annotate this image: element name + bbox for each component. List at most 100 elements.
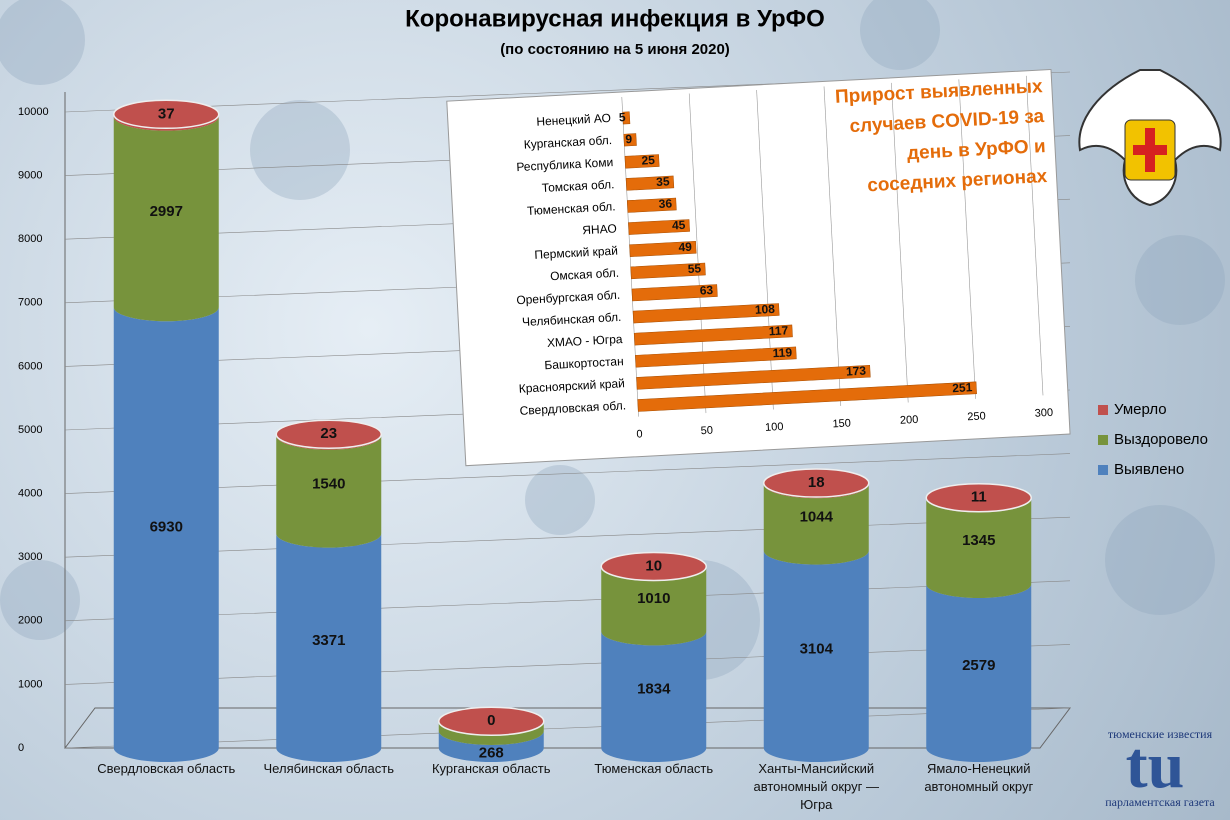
x-tick-label: 250 xyxy=(967,410,986,423)
bar-segment xyxy=(113,116,219,322)
bar-segment xyxy=(438,730,544,762)
data-label: 45 xyxy=(672,218,686,233)
y-tick-label: Омская обл. xyxy=(550,266,620,284)
bar-segment xyxy=(763,550,869,762)
x-tick-label: 100 xyxy=(765,421,784,434)
x-tick-label: 150 xyxy=(832,417,851,430)
brand-logo: tu xyxy=(1126,729,1185,802)
legend-label: Выздоровело xyxy=(1114,431,1208,448)
data-label: 35 xyxy=(656,174,670,189)
grid-line xyxy=(958,79,976,399)
bar xyxy=(626,197,677,213)
x-tick-label: 50 xyxy=(700,425,713,438)
data-label: 36 xyxy=(658,196,672,211)
y-tick-label: Томская обл. xyxy=(541,177,614,195)
legend-label: Выявлено xyxy=(1114,461,1184,478)
brand-bottom: парламентская газета xyxy=(1105,795,1215,809)
data-label: 119 xyxy=(772,345,792,360)
legend-swatch xyxy=(1098,465,1108,475)
bar xyxy=(631,284,718,302)
data-label: 1345 xyxy=(962,532,995,549)
y-tick-label: 8000 xyxy=(18,233,42,245)
bar-cap xyxy=(763,468,870,498)
title: Коронавирусная инфекция в УрФО xyxy=(405,5,825,32)
y-tick-label: 6000 xyxy=(18,360,42,372)
x-tick-label: 0 xyxy=(636,428,643,440)
bar-segment xyxy=(113,307,219,762)
x-tick-label: 200 xyxy=(900,414,919,427)
y-tick-label: Оренбургская обл. xyxy=(516,288,621,307)
y-tick-label: Челябинская обл. xyxy=(522,310,622,329)
bar xyxy=(637,381,977,412)
data-label: 63 xyxy=(699,283,713,298)
data-label: 251 xyxy=(952,380,973,395)
y-tick-label: 2000 xyxy=(18,615,42,627)
bar xyxy=(624,154,660,169)
bar xyxy=(636,364,871,390)
x-tick-label: Тюменская область xyxy=(594,761,714,776)
data-label: 49 xyxy=(678,240,692,255)
data-label: 9 xyxy=(625,132,633,146)
subtitle: (по состоянию на 5 июня 2020) xyxy=(500,41,730,58)
y-tick-label: 7000 xyxy=(18,297,42,309)
y-tick-label: Тюменская обл. xyxy=(527,199,616,218)
y-tick-label: 9000 xyxy=(18,170,42,182)
data-label: 23 xyxy=(320,425,337,442)
grid-line xyxy=(64,580,1071,622)
legend-swatch xyxy=(1098,405,1108,415)
y-tick-label: 1000 xyxy=(18,678,42,690)
bar-segment xyxy=(926,498,1032,598)
data-label: 18 xyxy=(808,474,825,491)
data-label: 11 xyxy=(971,489,987,506)
grid-line xyxy=(64,707,1071,749)
data-label: 1010 xyxy=(637,590,670,607)
x-tick-label: Ханты-Мансийский автономный округ — Югра xyxy=(753,761,880,812)
bar-segment xyxy=(601,631,707,762)
y-tick-label: Ненецкий АО xyxy=(536,111,611,129)
data-label: 1540 xyxy=(312,476,345,493)
grid-line xyxy=(64,453,1071,494)
data-label: 10 xyxy=(645,557,662,574)
x-tick-label: Курганская область xyxy=(431,761,551,776)
bar xyxy=(622,111,631,125)
y-tick-label: 3000 xyxy=(18,551,42,563)
data-label: 108 xyxy=(755,302,776,317)
bar xyxy=(630,262,706,280)
x-tick-label: Челябинская область xyxy=(263,761,394,776)
emblem xyxy=(1078,69,1222,207)
grid-line xyxy=(64,644,1071,685)
main-chart: 0100020003000400050006000700080009000100… xyxy=(18,71,1208,762)
data-label: 37 xyxy=(158,105,175,122)
legend-swatch xyxy=(1098,435,1108,445)
bar xyxy=(623,133,637,147)
y-tick-label: Свердловская обл. xyxy=(519,398,626,418)
grid-line xyxy=(1025,75,1044,396)
data-label: 1834 xyxy=(637,681,671,698)
bar-segment xyxy=(438,721,544,745)
data-label: 3371 xyxy=(312,632,345,649)
y-tick-label: Пермский край xyxy=(534,244,618,262)
data-label: 268 xyxy=(479,744,504,761)
x-tick-label: 300 xyxy=(1034,407,1053,420)
data-label: 25 xyxy=(641,153,655,168)
bar xyxy=(632,303,780,324)
legend-label: Умерло xyxy=(1114,401,1167,418)
inset-panel xyxy=(446,68,1071,467)
bar-segment xyxy=(763,484,869,565)
bar xyxy=(629,241,697,257)
y-tick-label: Курганская обл. xyxy=(523,133,612,152)
bar-segment xyxy=(926,583,1032,762)
data-label: 5 xyxy=(619,110,627,124)
data-label: 2997 xyxy=(150,203,183,220)
data-label: 1044 xyxy=(800,508,834,525)
data-label: 3104 xyxy=(800,640,834,657)
bar-cap xyxy=(113,99,220,130)
x-tick-label: Ямало-Ненецкий автономный округ xyxy=(924,761,1034,794)
y-tick-label: Красноярский край xyxy=(518,376,625,396)
bar-segment xyxy=(276,533,382,762)
data-label: 6930 xyxy=(150,519,183,536)
data-label: 55 xyxy=(687,261,701,276)
grid-line xyxy=(823,86,842,407)
grid-line xyxy=(891,82,909,403)
